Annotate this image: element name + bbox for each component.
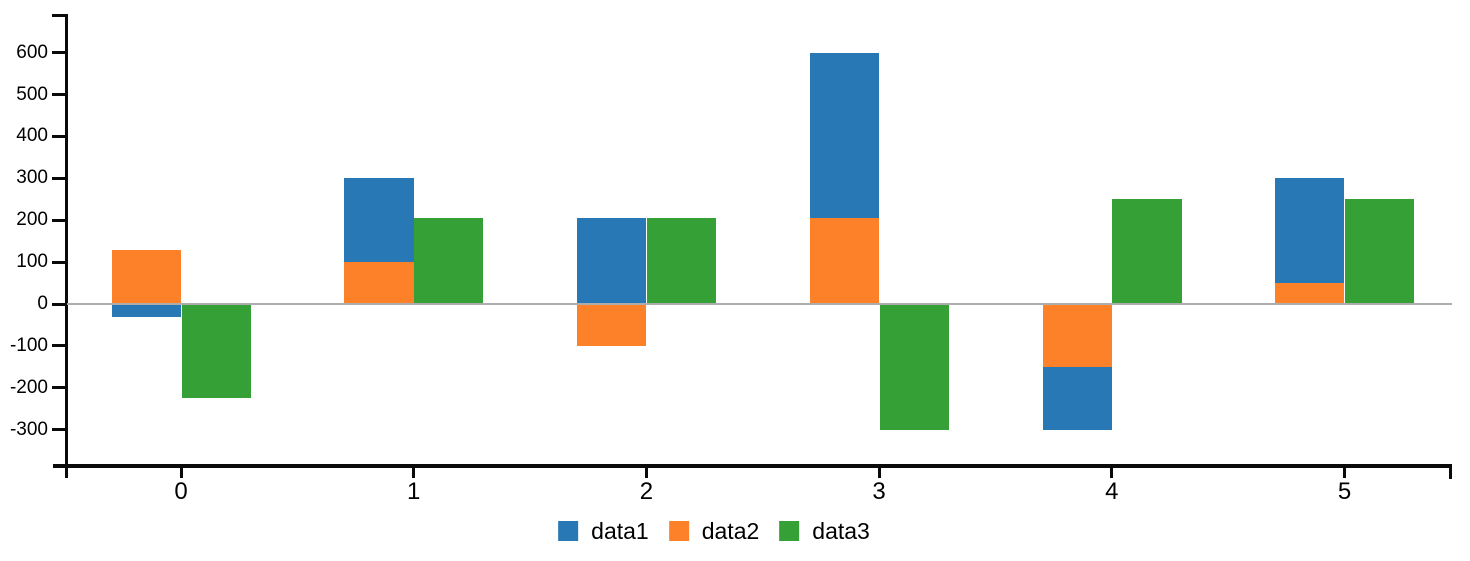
y-tick-400: [51, 134, 67, 138]
y-tick-300: [51, 176, 67, 180]
legend-swatch-data3: [779, 521, 800, 541]
bar-data3-cat3: [879, 304, 949, 430]
x-tick-5: [1343, 466, 1346, 478]
bar-data1-cat4: [1042, 366, 1112, 430]
y-tick-100: [51, 260, 67, 264]
bar-data2-cat2: [577, 304, 647, 346]
legend-label-data2: data2: [701, 518, 760, 544]
y-tick-label-300: 300: [16, 167, 48, 189]
legend-item-data2: data2: [668, 518, 760, 544]
x-tick-label-0: 0: [174, 478, 188, 505]
bar-data2-cat3: [809, 218, 880, 304]
x-tick-label-3: 3: [872, 478, 886, 505]
x-tick-label-1: 1: [407, 478, 421, 505]
y-tick-label--100: -100: [9, 334, 48, 356]
x-tick-1: [412, 466, 416, 478]
legend-item-data3: data3: [779, 519, 870, 543]
bar-data2-cat1: [344, 262, 414, 304]
x-tick-label-4: 4: [1105, 478, 1119, 505]
bar-data2-cat0: [111, 249, 181, 304]
y-axis-line: [65, 14, 68, 478]
y-tick-label-200: 200: [16, 209, 48, 231]
legend: data1 data2 data3: [558, 519, 870, 543]
bar-data3-cat1: [414, 218, 484, 304]
bar-data3-cat4: [1112, 199, 1182, 304]
zero-line: [67, 303, 1452, 305]
y-tick-label--300: -300: [9, 418, 48, 440]
legend-label-data3: data3: [812, 518, 870, 544]
y-tick--200: [51, 386, 67, 390]
y-tick-label-500: 500: [16, 83, 48, 105]
bar-data3-cat0: [181, 304, 251, 399]
bar-data1-cat0: [111, 304, 181, 317]
bar-data3-cat2: [646, 218, 717, 304]
y-tick-label-400: 400: [16, 125, 48, 147]
y-tick-0: [51, 302, 67, 306]
bar-data1-cat1: [344, 178, 414, 263]
bar-data1-cat3: [809, 52, 880, 219]
y-tick-label-600: 600: [16, 41, 48, 63]
bar-data2-cat4: [1042, 304, 1112, 367]
x-axis-line: [53, 464, 1452, 468]
bar-data1-cat5: [1275, 178, 1345, 284]
x-tick-0: [179, 466, 183, 478]
legend-item-data1: data1: [558, 519, 649, 543]
x-tick-4: [1110, 466, 1114, 478]
y-tick-label--200: -200: [9, 376, 48, 398]
x-tick-2: [644, 466, 648, 478]
y-tick--300: [51, 428, 67, 432]
x-tick-3: [877, 466, 881, 478]
y-tick--100: [51, 344, 67, 348]
x-tick-label-2: 2: [639, 478, 654, 505]
y-axis-top-tick: [52, 14, 68, 17]
legend-swatch-data2: [668, 521, 689, 541]
y-tick-label-100: 100: [16, 251, 48, 273]
y-tick-label-0: 0: [37, 293, 48, 314]
bar-data1-cat2: [577, 218, 647, 304]
bar-data2-cat5: [1275, 283, 1345, 304]
legend-label-data1: data1: [591, 518, 649, 544]
bar-data3-cat5: [1345, 199, 1415, 304]
x-axis-end-tick: [1449, 464, 1452, 479]
legend-swatch-data1: [558, 521, 579, 541]
y-tick-500: [51, 93, 67, 96]
x-tick-label-5: 5: [1337, 478, 1352, 505]
y-tick-200: [51, 218, 67, 222]
y-tick-600: [51, 51, 67, 55]
